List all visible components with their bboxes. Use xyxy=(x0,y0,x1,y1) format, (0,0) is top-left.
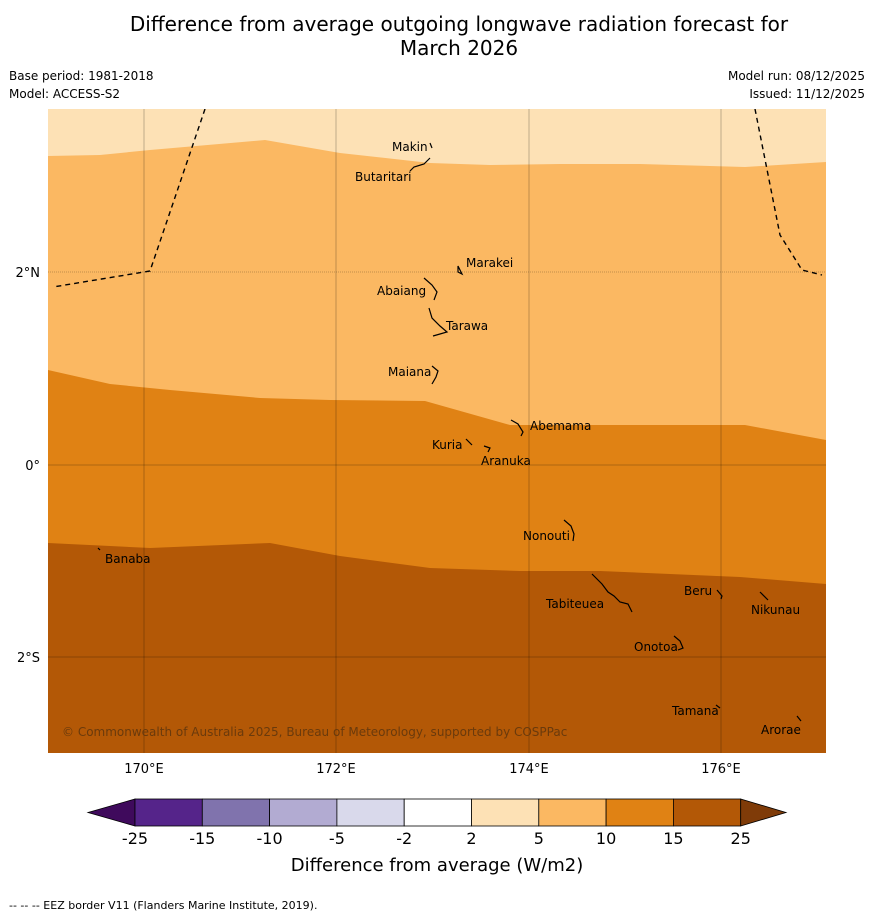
eez-footnote: -- -- -- EEZ border V11 (Flanders Marine… xyxy=(9,899,318,912)
colorbar-tick-label: -10 xyxy=(257,829,283,848)
colorbar-tick-label: 25 xyxy=(731,829,751,848)
meta-left: Base period: 1981-2018 Model: ACCESS-S2 xyxy=(9,67,154,103)
label-banaba: Banaba xyxy=(105,552,151,566)
colorbar-cell xyxy=(134,798,203,827)
colorbar-tick-label: 10 xyxy=(596,829,616,848)
colorbar-tick-label: 5 xyxy=(534,829,544,848)
lon-label-174e: 174°E xyxy=(509,762,549,777)
base-period: Base period: 1981-2018 xyxy=(9,69,154,83)
colorbar-cell xyxy=(538,798,607,827)
lat-label-2s: 2°S xyxy=(17,651,40,666)
colorbar-arrow-low xyxy=(86,798,136,827)
label-abemama: Abemama xyxy=(530,419,591,433)
lon-label-170e: 170°E xyxy=(124,762,164,777)
label-maiana: Maiana xyxy=(388,365,431,379)
colorbar-cell xyxy=(269,798,338,827)
lat-label-0: 0° xyxy=(25,459,40,474)
label-aranuka: Aranuka xyxy=(481,454,531,468)
colorbar-tick-label: 2 xyxy=(466,829,476,848)
lon-label-176e: 176°E xyxy=(701,762,741,777)
meta-right: Model run: 08/12/2025 Issued: 11/12/2025 xyxy=(728,67,865,103)
colorbar-label: Difference from average (W/m2) xyxy=(291,855,583,876)
copyright: © Commonwealth of Australia 2025, Bureau… xyxy=(62,725,567,739)
colorbar-cell xyxy=(201,798,271,827)
gridlines xyxy=(48,109,826,753)
colorbar-arrow-high xyxy=(740,798,788,827)
label-marakei: Marakei xyxy=(466,256,513,270)
colorbar-tick-label: 15 xyxy=(663,829,683,848)
map-title: Difference from average outgoing longwav… xyxy=(0,12,873,60)
place-labels: Makin Butaritari Marakei Abaiang Tarawa … xyxy=(105,140,801,737)
colorbar-cell xyxy=(673,798,742,827)
colorbar: -25 -15 -10 -5 -2 2 5 10 15 25 Difference from av… xyxy=(86,798,788,876)
colorbar-cell xyxy=(471,798,540,827)
label-butaritari: Butaritari xyxy=(355,170,412,184)
band-5-10 xyxy=(48,109,826,440)
title-line-2: March 2026 xyxy=(399,36,519,60)
map: Makin Butaritari Marakei Abaiang Tarawa … xyxy=(16,109,826,777)
label-tabiteuea: Tabiteuea xyxy=(545,597,604,611)
label-onotoa: Onotoa xyxy=(634,640,678,654)
colorbar-cell xyxy=(605,798,674,827)
lon-label-172e: 172°E xyxy=(316,762,356,777)
model-run: Model run: 08/12/2025 xyxy=(727,69,865,83)
label-nonouti: Nonouti xyxy=(523,529,570,543)
colorbar-tick-label: -2 xyxy=(396,829,412,848)
title-line-1: Difference from average outgoing longwav… xyxy=(129,12,789,36)
eez-border xyxy=(52,109,823,288)
axis-labels: 2°N 0° 2°S 170°E 172°E 174°E 176°E xyxy=(16,266,741,777)
label-nikunau: Nikunau xyxy=(751,603,800,617)
label-abaiang: Abaiang xyxy=(377,284,426,298)
band-2-5 xyxy=(48,109,826,167)
label-tarawa: Tarawa xyxy=(445,319,488,333)
colorbar-tick-label: -15 xyxy=(189,829,215,848)
colorbar-cell xyxy=(336,798,405,827)
label-tamana: Tamana xyxy=(671,704,719,718)
colorbar-cell xyxy=(403,798,472,827)
label-beru: Beru xyxy=(684,584,712,598)
label-kuria: Kuria xyxy=(432,438,463,452)
colorbar-tick-label: -5 xyxy=(329,829,345,848)
issued-date: Issued: 11/12/2025 xyxy=(749,87,865,101)
label-arorae: Arorae xyxy=(761,723,801,737)
model-name: Model: ACCESS-S2 xyxy=(9,87,121,101)
label-makin: Makin xyxy=(392,140,428,154)
islands xyxy=(97,142,802,722)
colorbar-tick-label: -25 xyxy=(122,829,148,848)
lat-label-2n: 2°N xyxy=(16,266,41,281)
